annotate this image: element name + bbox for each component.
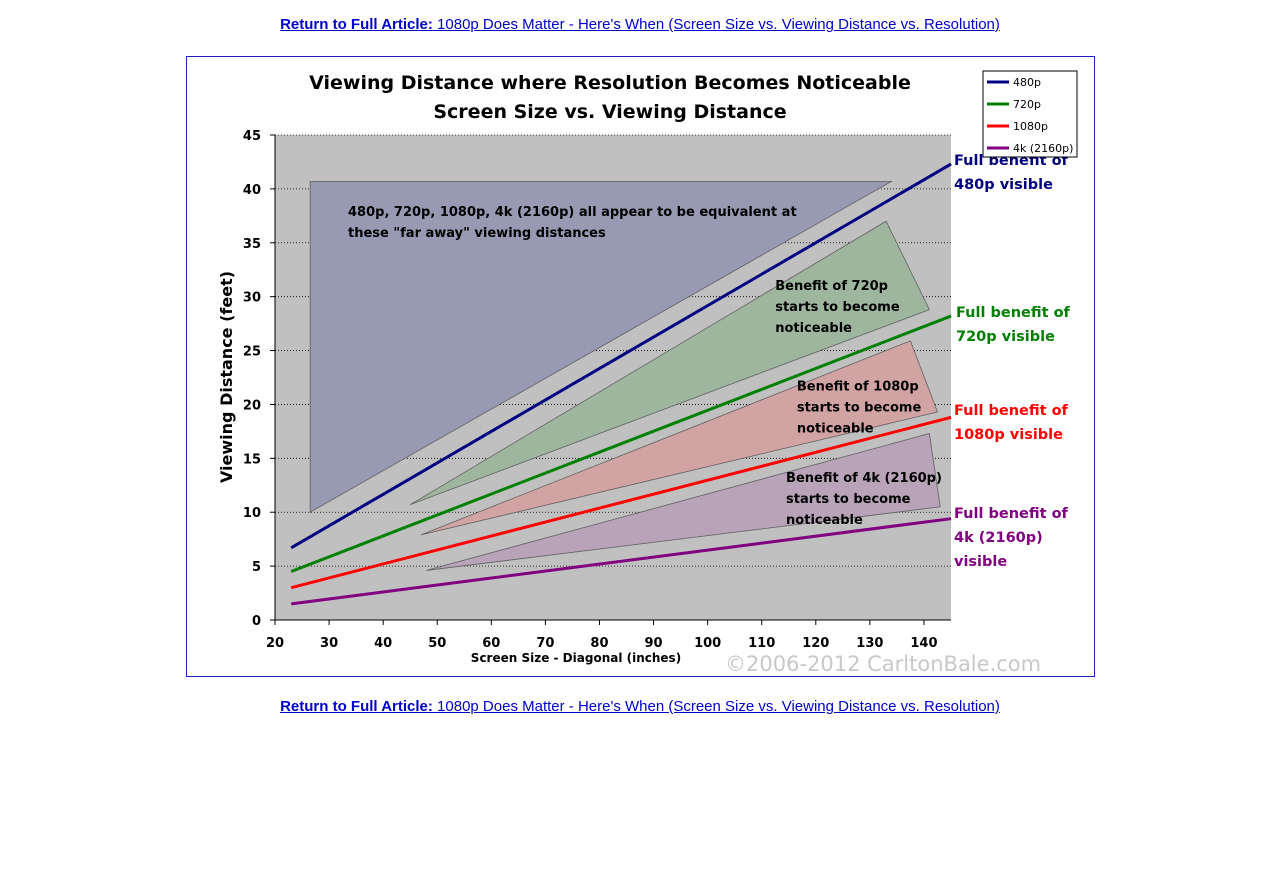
y-tick-label-10: 10 [243,506,261,521]
end-label-720p-line-1: Full benefit of [956,305,1071,321]
region-4k-benefit-label-line-2: starts to become [786,492,911,507]
top-article-link-line: Return to Full Article: 1080p Does Matte… [0,16,1280,33]
y-axis-title: Viewing Distance (feet) [217,271,236,483]
x-tick-label-70: 70 [536,636,554,651]
region-4k-benefit-label-line-3: noticeable [786,513,863,528]
end-labels: Full benefit of 480p visible Full benefit … [954,153,1071,570]
series-line-720p [290,314,952,573]
series-lines [290,162,952,606]
region-far-away [309,180,894,513]
y-tick-label-5: 5 [252,560,261,575]
y-tick-label-25: 25 [243,345,261,360]
chart-svg: Viewing Distance where Resolution Become… [217,70,1078,676]
x-tick-label-90: 90 [645,636,663,651]
bottom-article-link[interactable]: Return to Full Article: 1080p Does Matte… [280,698,1000,715]
y-tick-label-45: 45 [243,129,261,144]
y-tick-label-30: 30 [243,291,261,306]
y-tick-label-20: 20 [243,398,261,413]
region-4k-benefit [426,433,941,571]
series-line-480p [290,162,952,550]
benefit-regions [309,180,941,571]
end-label-480p-line-2: 480p visible [954,177,1053,193]
x-tick-label-40: 40 [374,636,392,651]
end-label-720p-line-2: 720p visible [956,329,1055,345]
watermark: ©2006-2012 CarltonBale.com [725,652,1041,676]
region-720p-benefit-label-line-3: noticeable [775,321,852,336]
legend-label-480p: 480p [1013,76,1041,89]
x-tick-label-30: 30 [320,636,338,651]
legend-label-720p: 720p [1013,98,1041,111]
x-tick-label-20: 20 [266,636,284,651]
chart-frame: Viewing Distance where Resolution Become… [186,56,1095,677]
bottom-article-link-prefix: Return to Full Article: [280,698,433,715]
axis-ticks: 0 5 10 15 20 25 30 35 40 45 20 30 40 50 60 70 80 90 100 110… [243,129,938,651]
legend: 480p 720p 1080p 4k (2160p) [982,70,1078,158]
region-1080p-benefit [420,340,939,536]
x-tick-label-110: 110 [748,636,775,651]
top-article-link-prefix: Return to Full Article: [280,16,433,33]
top-article-link-title: 1080p Does Matter - Here's When (Screen … [437,16,1000,33]
region-720p-benefit [409,220,930,506]
x-tick-label-80: 80 [590,636,608,651]
x-axis-title: Screen Size - Diagonal (inches) [471,651,681,665]
region-far-away-label-line-2: these "far away" viewing distances [348,226,606,241]
legend-label-4k-2160p: 4k (2160p) [1013,142,1073,155]
region-720p-benefit-label-line-1: Benefit of 720p [775,279,888,294]
end-label-1080p-line-2: 1080p visible [954,427,1063,443]
y-tick-label-40: 40 [243,183,261,198]
chart-title-line2: Screen Size vs. Viewing Distance [433,101,786,123]
x-tick-label-50: 50 [428,636,446,651]
top-article-link[interactable]: Return to Full Article: 1080p Does Matte… [280,16,1000,33]
region-far-away-label-line-1: 480p, 720p, 1080p, 4k (2160p) all appear… [348,205,797,220]
region-720p-benefit-label-line-2: starts to become [775,300,900,315]
x-tick-label-130: 130 [856,636,883,651]
region-4k-benefit-label-line-1: Benefit of 4k (2160p) [786,471,942,486]
region-1080p-benefit-label-line-1: Benefit of 1080p [797,379,919,394]
x-tick-label-140: 140 [910,636,937,651]
legend-label-1080p: 1080p [1013,120,1048,133]
y-tick-label-35: 35 [243,237,261,252]
end-label-4k-2160p-line-1: Full benefit of [954,506,1069,522]
region-1080p-benefit-label-line-3: noticeable [797,421,874,436]
bottom-article-link-title: 1080p Does Matter - Here's When (Screen … [437,698,1000,715]
legend-box [982,70,1078,158]
y-tick-label-0: 0 [252,614,261,629]
y-tick-label-15: 15 [243,452,261,467]
bottom-article-link-line: Return to Full Article: 1080p Does Matte… [0,698,1280,715]
x-tick-label-100: 100 [694,636,721,651]
x-tick-label-120: 120 [802,636,829,651]
x-tick-label-60: 60 [482,636,500,651]
chart-title-line1: Viewing Distance where Resolution Become… [309,72,911,94]
end-label-4k-2160p-line-2: 4k (2160p) [954,530,1043,546]
series-line-4k-2160p [291,517,952,606]
end-label-1080p-line-1: Full benefit of [954,403,1069,419]
region-1080p-benefit-label-line-2: starts to become [797,400,922,415]
region-labels: 480p, 720p, 1080p, 4k (2160p) all appear… [348,205,942,528]
end-label-4k-2160p-line-3: visible [954,554,1007,570]
series-line-1080p [290,415,952,590]
